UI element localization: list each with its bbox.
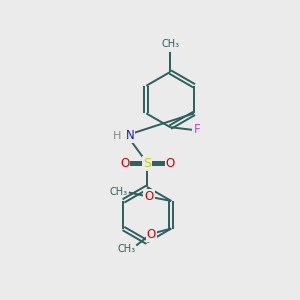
Text: N: N [125,129,134,142]
Text: CH₃: CH₃ [110,188,128,197]
Text: O: O [144,190,154,203]
Text: CH₃: CH₃ [161,39,179,49]
Text: O: O [166,157,175,170]
Text: CH₃: CH₃ [117,244,135,254]
Text: S: S [143,157,151,170]
Text: O: O [146,228,156,241]
Text: O: O [120,157,129,170]
Text: H: H [112,131,121,141]
Text: F: F [194,123,200,136]
